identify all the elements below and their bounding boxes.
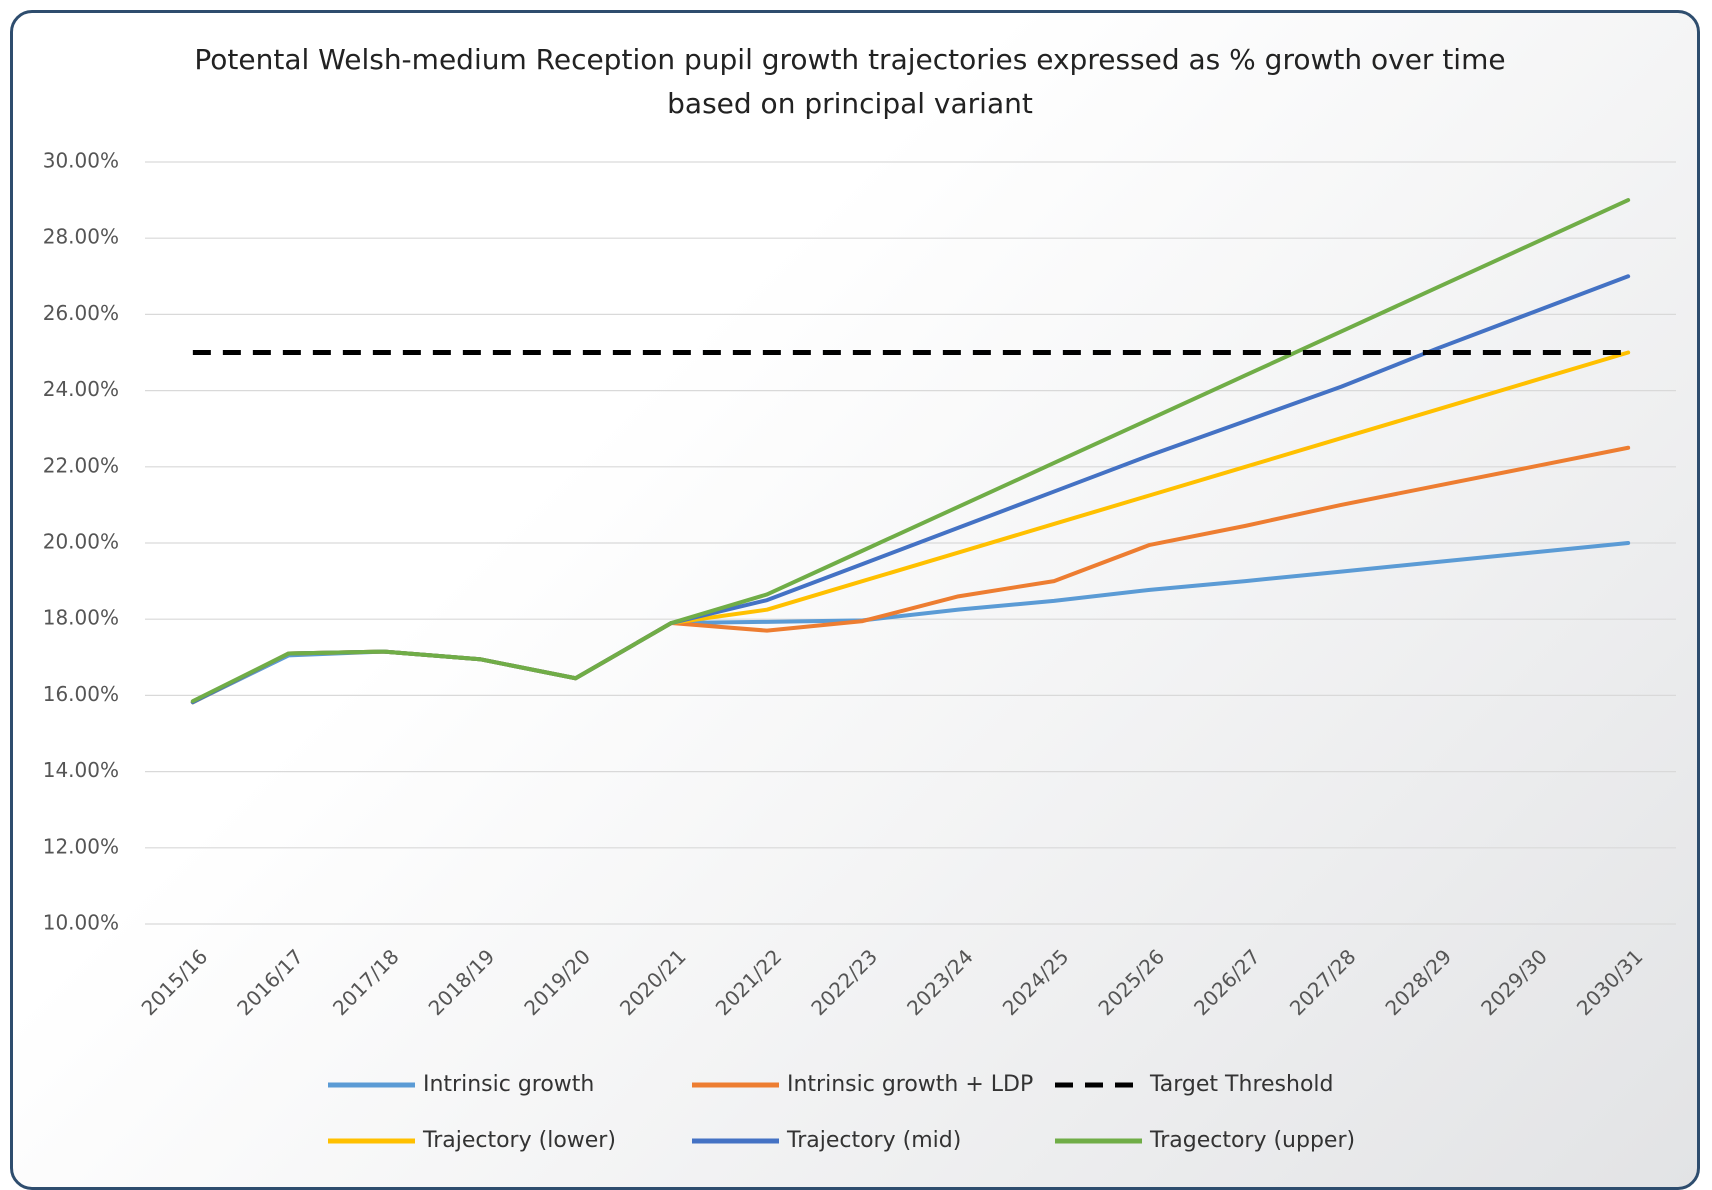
legend-label: Trajectory (lower) [422,1128,616,1153]
x-tick-label: 2030/31 [1572,944,1648,1020]
y-tick-label: 16.00% [43,682,119,706]
y-tick-label: 28.00% [43,225,119,249]
legend-label: Tragectory (upper) [1149,1128,1355,1153]
legend-item: Trajectory (lower) [328,1128,616,1153]
x-tick-label: 2022/23 [806,944,882,1020]
x-tick-label: 2015/16 [137,944,213,1020]
y-tick-label: 20.00% [43,530,119,554]
y-tick-label: 30.00% [43,149,119,173]
x-tick-label: 2028/29 [1380,944,1456,1020]
chart-title: Potental Welsh-medium Reception pupil gr… [194,43,1506,120]
legend-label: Target Threshold [1149,1072,1333,1097]
legend-item: Target Threshold [1055,1072,1333,1097]
x-tick-label: 2017/18 [328,944,404,1020]
x-tick-label: 2025/26 [1093,944,1169,1020]
y-tick-label: 18.00% [43,606,119,630]
series-line [190,445,1631,705]
y-tick-label: 12.00% [43,834,119,858]
x-tick-label: 2024/25 [998,944,1074,1020]
x-tick-label: 2021/22 [711,944,787,1020]
x-tick-label: 2026/27 [1189,944,1265,1020]
x-tick-label: 2020/21 [615,944,691,1020]
x-tick-label: 2018/19 [424,944,500,1020]
chart-frame [10,10,1700,1190]
y-tick-label: 22.00% [43,453,119,477]
x-tick-label: 2027/28 [1285,944,1361,1020]
legend-item: Tragectory (upper) [1055,1128,1355,1153]
y-tick-label: 26.00% [43,301,119,325]
legend-label: Intrinsic growth [423,1072,594,1097]
x-tick-label: 2019/20 [519,944,595,1020]
y-tick-label: 24.00% [43,377,119,401]
series-line [190,198,1631,704]
x-tick-label: 2029/30 [1476,944,1552,1020]
x-tick-label: 2016/17 [232,944,308,1020]
x-tick-label: 2023/24 [902,944,978,1020]
legend-item: Intrinsic growth [328,1072,594,1097]
y-tick-label: 14.00% [43,758,119,782]
legend-item: Trajectory (mid) [692,1128,961,1153]
y-tick-label: 10.00% [43,911,119,935]
legend-item: Intrinsic growth + LDP [692,1072,1033,1097]
legend-label: Intrinsic growth + LDP [787,1072,1033,1097]
legend-label: Trajectory (mid) [786,1128,961,1153]
